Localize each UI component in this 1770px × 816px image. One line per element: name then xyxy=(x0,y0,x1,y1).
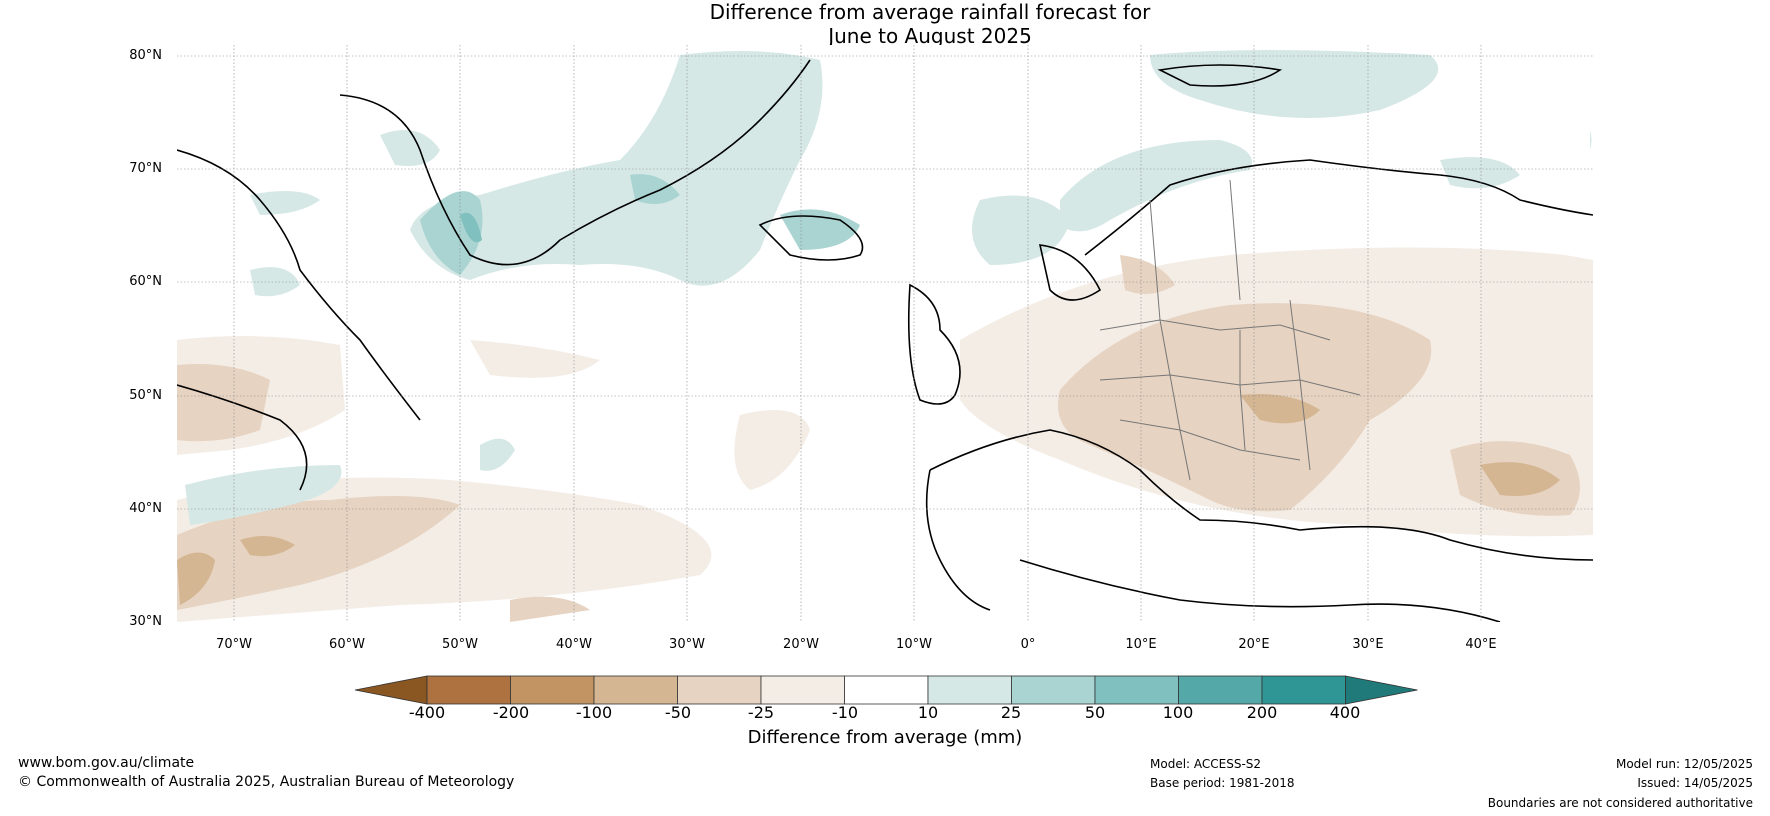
lat-label-70n: 70°N xyxy=(129,161,162,176)
colorbar-label: -400 xyxy=(408,703,446,722)
lon-label-20e: 20°E xyxy=(1238,637,1270,652)
colorbar-segment xyxy=(1094,675,1179,705)
colorbar xyxy=(354,675,1418,705)
colorbar-label: 25 xyxy=(1000,703,1022,722)
lon-label-10e: 10°E xyxy=(1125,637,1157,652)
country-borders xyxy=(1099,179,1361,481)
map-title: Difference from average rainfall forecas… xyxy=(600,0,1260,48)
lon-label-0: 0° xyxy=(1020,637,1036,652)
lon-label-30e: 30°E xyxy=(1352,637,1384,652)
lon-label-70w: 70°W xyxy=(216,637,252,652)
title-line-1: Difference from average rainfall forecas… xyxy=(709,0,1151,24)
colorbar-label: 100 xyxy=(1162,703,1194,722)
colorbar-segment xyxy=(1011,675,1096,705)
colorbar-segment xyxy=(1261,675,1346,705)
model-run-text: Model run: 12/05/2025 xyxy=(1615,757,1753,771)
lon-label-60w: 60°W xyxy=(329,637,365,652)
coastlines xyxy=(177,59,1593,622)
colorbar-segment xyxy=(510,675,595,705)
colorbar-label: -200 xyxy=(492,703,530,722)
lat-label-40n: 40°N xyxy=(129,501,162,516)
colorbar-arrow-low xyxy=(354,675,428,705)
colorbar-label: 400 xyxy=(1329,703,1361,722)
colorbar-segment xyxy=(927,675,1012,705)
lon-label-20w: 20°W xyxy=(783,637,819,652)
issued-text: Issued: 14/05/2025 xyxy=(1637,776,1753,790)
lat-label-80n: 80°N xyxy=(129,48,162,63)
lat-label-60n: 60°N xyxy=(129,274,162,289)
colorbar-label: -50 xyxy=(664,703,692,722)
colorbar-segment xyxy=(844,675,929,705)
base-period-text: Base period: 1981-2018 xyxy=(1150,776,1295,790)
colorbar-segment xyxy=(426,675,511,705)
colorbar-title: Difference from average (mm) xyxy=(747,727,1023,748)
colorbar-label: -10 xyxy=(831,703,859,722)
lon-label-40e: 40°E xyxy=(1465,637,1497,652)
title-line-2: June to August 2025 xyxy=(828,24,1032,48)
colorbar-label: 50 xyxy=(1084,703,1106,722)
copyright-text: © Commonwealth of Australia 2025, Austra… xyxy=(18,774,515,790)
lon-label-30w: 30°W xyxy=(669,637,705,652)
lon-label-40w: 40°W xyxy=(556,637,592,652)
colorbar-segment xyxy=(593,675,678,705)
model-text: Model: ACCESS-S2 xyxy=(1150,757,1262,771)
lon-label-10w: 10°W xyxy=(896,637,932,652)
drier-anomaly-regions xyxy=(177,247,1593,622)
colorbar-segment xyxy=(760,675,845,705)
lon-label-50w: 50°W xyxy=(442,637,478,652)
lat-label-30n: 30°N xyxy=(129,614,162,629)
colorbar-label: -25 xyxy=(747,703,775,722)
colorbar-label: -100 xyxy=(575,703,613,722)
colorbar-label: 10 xyxy=(917,703,939,722)
rainfall-map xyxy=(177,45,1593,622)
website-link[interactable]: www.bom.gov.au/climate xyxy=(18,755,195,771)
colorbar-segment xyxy=(677,675,762,705)
disclaimer-text: Boundaries are not considered authoritat… xyxy=(1487,796,1753,810)
lat-label-50n: 50°N xyxy=(129,388,162,403)
colorbar-arrow-high xyxy=(1345,675,1418,705)
colorbar-segment xyxy=(1178,675,1263,705)
graticule xyxy=(177,45,1593,622)
colorbar-label: 200 xyxy=(1246,703,1278,722)
wetter-anomaly-regions xyxy=(185,50,1592,525)
